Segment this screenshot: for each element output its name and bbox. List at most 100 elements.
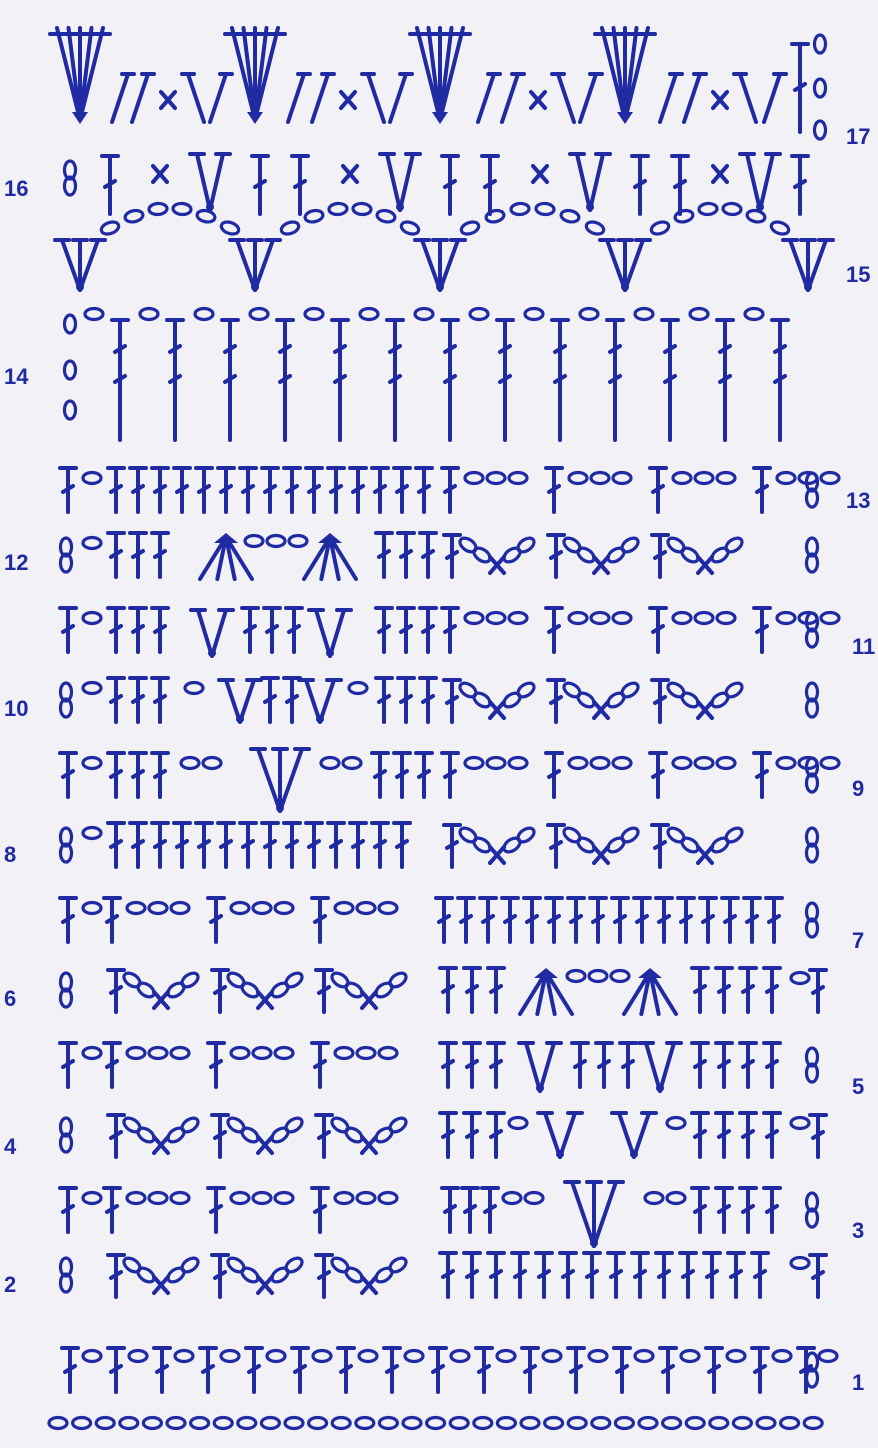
- v-stitch: [610, 1111, 658, 1159]
- foundation-chain: [47, 1415, 824, 1431]
- v-stitch: [563, 1180, 625, 1248]
- chain-stitch: [333, 1045, 355, 1061]
- chain-stitch: [541, 1348, 563, 1364]
- chain-stitch: [789, 970, 811, 986]
- double-crochet: [165, 318, 185, 442]
- chain-stitch: [265, 1348, 287, 1364]
- double-crochet: [106, 1113, 126, 1159]
- chain-stitch: [358, 306, 380, 322]
- double-crochet: [690, 1041, 710, 1089]
- chain-stitch: [273, 1045, 295, 1061]
- double-crochet: [370, 751, 390, 799]
- row-5-dc-b: [690, 1041, 782, 1089]
- chain-stitch: [590, 1415, 612, 1431]
- double-crochet: [715, 318, 735, 442]
- chain-stitch: [472, 691, 492, 709]
- chain-stitch: [819, 610, 841, 626]
- double-crochet: [106, 751, 126, 799]
- chain-stitch: [693, 470, 715, 486]
- double-crochet: [495, 318, 515, 442]
- chain-stitch: [745, 208, 767, 224]
- double-crochet: [442, 823, 462, 869]
- double-crochet: [150, 821, 170, 869]
- double-crochet: [282, 821, 302, 869]
- treble-fan: [302, 533, 358, 581]
- treble-fan: [48, 26, 112, 124]
- dc-slant: [682, 72, 708, 124]
- chain-stitch: [273, 900, 295, 916]
- chain-stitch: [665, 1190, 687, 1206]
- row-5-dc: [438, 1041, 506, 1089]
- double-crochet: [544, 606, 564, 654]
- double-crochet: [282, 466, 302, 514]
- double-crochet: [762, 1111, 782, 1159]
- double-crochet: [546, 533, 566, 579]
- chain-stitch: [94, 1415, 116, 1431]
- v-stitch: [188, 152, 232, 212]
- chain-stitch: [377, 900, 399, 916]
- chain-stitch: [183, 680, 205, 696]
- chain-stitch: [58, 681, 74, 703]
- chain-stitch: [567, 755, 589, 771]
- double-crochet: [370, 821, 390, 869]
- chain-stitch: [567, 610, 589, 626]
- chain-stitch: [401, 1415, 423, 1431]
- chain-stitch: [127, 1348, 149, 1364]
- double-crochet: [440, 318, 460, 442]
- chain-stitch: [731, 1415, 754, 1431]
- double-crochet: [434, 896, 454, 944]
- chain-stitch: [147, 201, 169, 217]
- double-crochet: [670, 154, 690, 216]
- turning-chain: [58, 681, 74, 719]
- chain-stitch: [519, 1415, 541, 1431]
- chain-stitch: [613, 1415, 636, 1431]
- chain-stitch: [778, 1415, 801, 1431]
- chain-stitch: [812, 77, 828, 99]
- double-crochet: [546, 823, 566, 869]
- treble-fan: [408, 26, 472, 124]
- double-crochet: [500, 896, 520, 944]
- v-stitch: [249, 747, 311, 813]
- double-crochet: [704, 1346, 724, 1394]
- chain-stitch: [804, 487, 820, 509]
- chain-stitch: [542, 1415, 565, 1431]
- double-crochet: [738, 1111, 758, 1159]
- v-stitch: [217, 678, 263, 724]
- chain-stitch: [229, 1190, 251, 1206]
- row-4-lace: [58, 1113, 408, 1159]
- chain-stitch: [303, 208, 325, 224]
- double-crochet: [790, 154, 810, 216]
- chain-stitch: [240, 1126, 260, 1144]
- double-crochet: [558, 1251, 578, 1299]
- double-crochet: [702, 1251, 722, 1299]
- double-crochet: [808, 1113, 828, 1159]
- chain-stitch: [463, 470, 485, 486]
- chain-stitch: [229, 1045, 251, 1061]
- double-crochet: [610, 896, 630, 944]
- chain-stitch: [138, 306, 160, 322]
- single-crochet: [592, 555, 610, 575]
- double-crochet: [58, 1186, 78, 1234]
- double-crochet: [238, 466, 258, 514]
- row-3-dc: [440, 1186, 500, 1234]
- double-crochet: [618, 1041, 638, 1089]
- double-crochet: [462, 1041, 482, 1089]
- chain-stitch: [775, 755, 797, 771]
- turning-chain: [58, 1116, 74, 1154]
- chain-stitch: [189, 1415, 211, 1431]
- chain-stitch: [804, 917, 820, 939]
- chain-stitch: [688, 306, 710, 322]
- double-crochet: [510, 1251, 530, 1299]
- row-4-dc: [438, 1111, 506, 1159]
- chain-stitch: [743, 306, 765, 322]
- dc-slant: [130, 72, 156, 124]
- chain-stitch: [804, 842, 820, 864]
- treble-fan: [622, 968, 678, 1016]
- double-crochet: [392, 751, 412, 799]
- turning-chain: [62, 159, 78, 197]
- double-crochet: [106, 1253, 126, 1299]
- double-crochet: [348, 821, 368, 869]
- chain-stitch: [147, 1190, 169, 1206]
- chain-stitch: [819, 470, 841, 486]
